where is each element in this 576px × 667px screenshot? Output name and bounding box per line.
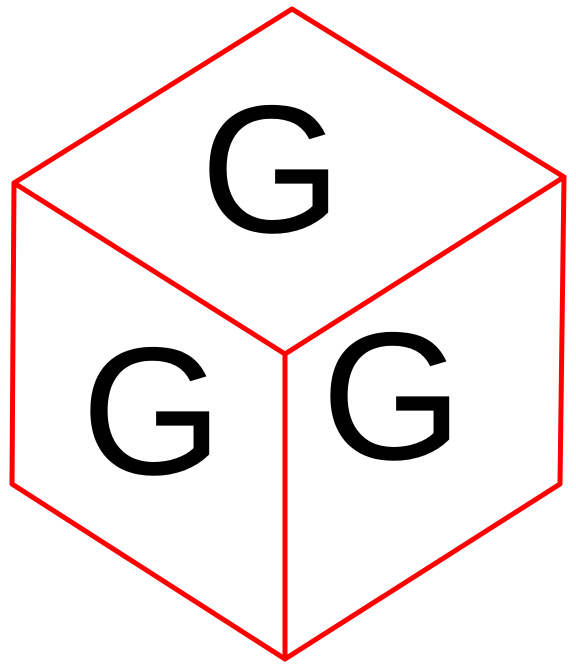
- top-face-letter: G: [200, 67, 342, 271]
- cube-edges: [9, 6, 567, 662]
- left-face-letter: G: [81, 309, 223, 513]
- edge-top-right-to-front: [282, 174, 567, 357]
- face-letters: G G G: [81, 67, 463, 513]
- edge-top-left-to-front: [11, 180, 288, 357]
- right-face-letter: G: [321, 294, 463, 498]
